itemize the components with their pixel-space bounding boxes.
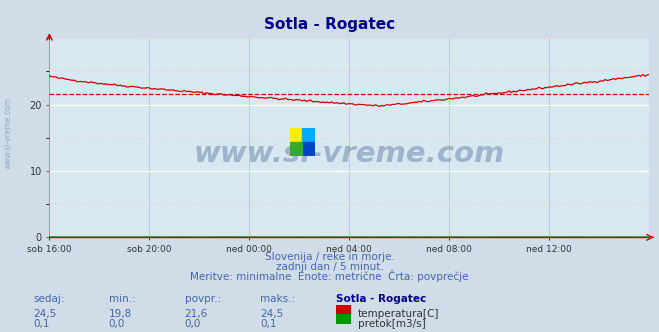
Text: www.si-vreme.com: www.si-vreme.com [194, 140, 505, 168]
Bar [302, 128, 315, 142]
Text: www.si-vreme.com: www.si-vreme.com [4, 97, 13, 169]
Text: povpr.:: povpr.: [185, 294, 221, 304]
Text: pretok[m3/s]: pretok[m3/s] [358, 319, 426, 329]
Text: temperatura[C]: temperatura[C] [358, 309, 440, 319]
Text: 0,1: 0,1 [260, 319, 277, 329]
Text: maks.:: maks.: [260, 294, 295, 304]
Text: 24,5: 24,5 [260, 309, 283, 319]
Text: 0,0: 0,0 [109, 319, 125, 329]
Text: 0,1: 0,1 [33, 319, 49, 329]
Text: Sotla - Rogatec: Sotla - Rogatec [336, 294, 426, 304]
Bar [302, 142, 315, 156]
Text: Meritve: minimalne  Enote: metrične  Črta: povprečje: Meritve: minimalne Enote: metrične Črta:… [190, 270, 469, 282]
Text: zadnji dan / 5 minut.: zadnji dan / 5 minut. [275, 262, 384, 272]
Text: Slovenija / reke in morje.: Slovenija / reke in morje. [264, 252, 395, 262]
Bar [290, 142, 302, 156]
Text: sedaj:: sedaj: [33, 294, 65, 304]
Bar [290, 128, 302, 142]
Text: 21,6: 21,6 [185, 309, 208, 319]
Text: 0,0: 0,0 [185, 319, 201, 329]
Text: min.:: min.: [109, 294, 136, 304]
Text: Sotla - Rogatec: Sotla - Rogatec [264, 17, 395, 33]
Text: 24,5: 24,5 [33, 309, 56, 319]
Text: 19,8: 19,8 [109, 309, 132, 319]
